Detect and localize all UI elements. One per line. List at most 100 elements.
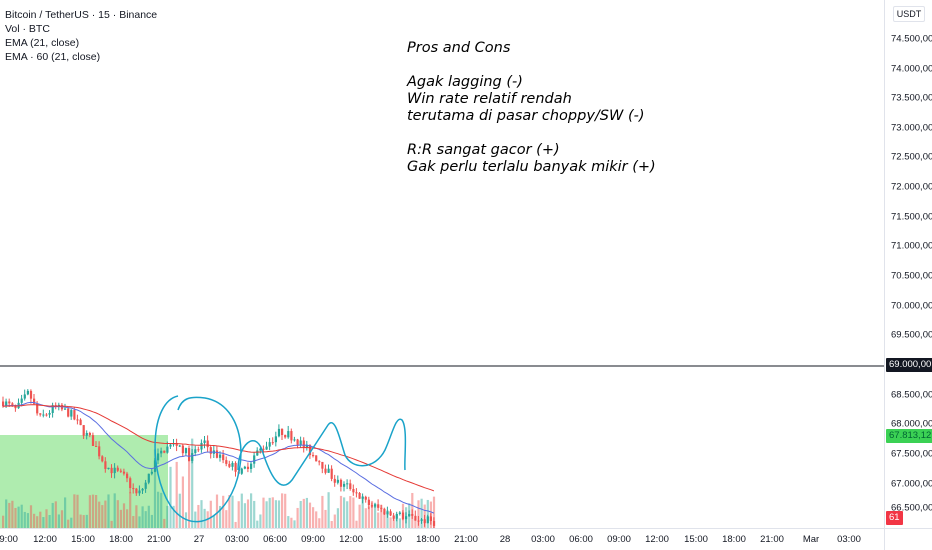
volume-bar	[147, 505, 150, 528]
volume-bar	[315, 511, 318, 528]
currency-selector[interactable]: USDT	[893, 6, 925, 22]
horizontal-line-price-label: 69.000,00	[886, 358, 932, 372]
volume-bar	[290, 517, 293, 528]
price-axis[interactable]: 74.500,00 74.000,00 73.500,00 73.000,00 …	[884, 0, 932, 528]
volume-indicator-label[interactable]: Vol · BTC	[5, 23, 50, 35]
candle-body	[274, 436, 277, 443]
candle-body	[420, 519, 423, 521]
volume-bar	[57, 514, 60, 528]
price-tick: 70.000,00	[891, 300, 932, 312]
candle-body	[45, 414, 48, 416]
candle-body	[355, 492, 358, 494]
candle-body	[253, 455, 256, 464]
note-line: R:R sangat gacor (+)	[407, 142, 560, 158]
price-tick: 74.000,00	[891, 63, 932, 75]
volume-bar	[175, 461, 178, 528]
candle-body	[79, 419, 82, 426]
candle-body	[70, 410, 73, 417]
volume-bar	[212, 515, 215, 528]
volume-bar	[277, 500, 281, 528]
volume-bar	[23, 511, 26, 528]
volume-bar	[429, 501, 432, 528]
note-line: Agak lagging (-)	[407, 74, 523, 90]
volume-bar	[160, 492, 163, 528]
candle-body	[408, 514, 411, 517]
volume-bar	[45, 509, 48, 528]
volume-bar	[225, 510, 228, 528]
volume-bar	[308, 502, 312, 528]
volume-bar	[5, 499, 8, 528]
candle-body	[250, 463, 253, 469]
candle-body	[398, 512, 401, 514]
volume-bar	[113, 493, 116, 528]
volume-bar	[104, 500, 107, 528]
candle-body	[349, 483, 352, 490]
highlight-zone	[0, 435, 168, 528]
volume-bar	[215, 494, 219, 528]
volume-bar	[318, 518, 321, 528]
candle-body	[377, 504, 380, 508]
candle-body	[82, 425, 85, 436]
candle-body	[147, 473, 150, 483]
volume-bar	[380, 504, 383, 528]
volume-bar	[39, 511, 42, 528]
volume-bar	[197, 504, 200, 528]
chart-pane[interactable]	[0, 0, 884, 528]
candle-body	[395, 513, 398, 519]
volume-bar	[209, 500, 212, 528]
volume-bar	[432, 496, 436, 528]
volume-value-label: 61	[886, 511, 903, 525]
volume-bar	[26, 513, 29, 528]
volume-bar	[194, 511, 197, 528]
volume-bar	[135, 505, 138, 528]
candle-body	[184, 448, 188, 454]
volume-bar	[91, 494, 95, 528]
time-tick: 18:00	[416, 534, 440, 545]
volume-bar	[246, 499, 250, 528]
volume-bar	[222, 495, 225, 528]
candle-body	[29, 390, 33, 399]
time-tick: 21:00	[760, 534, 784, 545]
candle-body	[429, 516, 432, 522]
candle-body	[361, 496, 364, 499]
volume-bar	[346, 501, 349, 528]
candle-body	[246, 466, 250, 469]
candle-body	[2, 401, 5, 407]
time-tick: 09:00	[607, 534, 631, 545]
candle-body	[312, 455, 315, 457]
symbol-title[interactable]: Bitcoin / TetherUS · 15 · Binance	[5, 9, 158, 21]
candle-body	[67, 408, 70, 417]
candle-body	[302, 440, 305, 448]
price-tick: 73.000,00	[891, 122, 932, 134]
volume-bar	[98, 501, 101, 528]
candle-body	[150, 471, 153, 474]
chart-legend: Bitcoin / TetherUS · 15 · Binance Vol · …	[5, 8, 157, 64]
candle-body	[8, 401, 11, 404]
text-annotation[interactable]: Pros and Cons Agak lagging (-) Win rate …	[407, 40, 656, 176]
time-tick: 09:00	[301, 534, 325, 545]
volume-bar	[343, 497, 346, 528]
candle-body	[339, 479, 343, 487]
price-tick: 70.500,00	[891, 270, 932, 282]
volume-bar	[302, 498, 305, 528]
volume-bar	[126, 509, 129, 528]
note-line: Pros and Cons	[407, 40, 511, 56]
candle-body	[265, 446, 268, 450]
candle-body	[414, 515, 417, 521]
candle-body	[98, 446, 101, 457]
candle-body	[169, 444, 172, 447]
ema-slow-label[interactable]: EMA · 60 (21, close)	[5, 51, 101, 63]
note-line: Gak perlu terlalu banyak mikir (+)	[407, 159, 656, 175]
ema-fast-label[interactable]: EMA (21, close)	[5, 37, 80, 49]
chart-canvas[interactable]	[0, 0, 884, 528]
volume-bar	[361, 496, 364, 528]
time-axis[interactable]: 09:00 12:00 15:00 18:00 21:00 27 03:00 0…	[0, 528, 884, 550]
volume-bar	[411, 492, 414, 528]
candle-body	[5, 401, 8, 407]
candle-body	[91, 435, 95, 446]
volume-bar	[287, 516, 290, 528]
time-tick: 06:00	[569, 534, 593, 545]
time-tick: 27	[193, 534, 205, 545]
volume-bar	[377, 512, 380, 528]
candle-body	[219, 454, 222, 458]
